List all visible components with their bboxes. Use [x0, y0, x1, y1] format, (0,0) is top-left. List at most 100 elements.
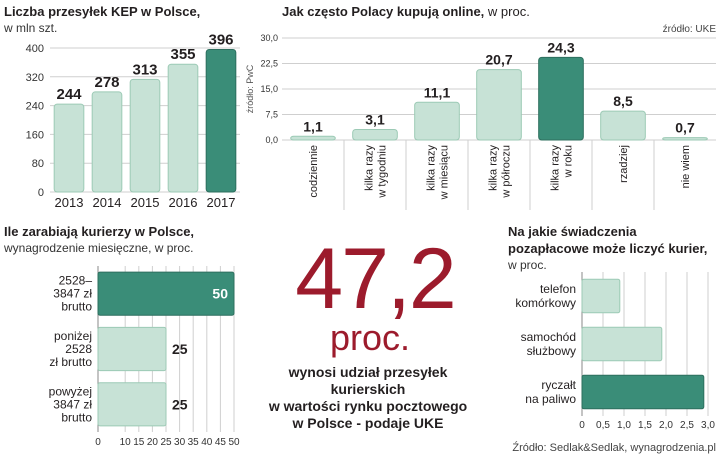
online-value-label: 0,7 — [675, 120, 695, 136]
earnings-title: Ile zarabiają kurierzy w Polsce, — [4, 224, 195, 239]
kep-category-label: 2017 — [207, 195, 236, 210]
highlight-description: wynosi udział przesyłek kurierskich w wa… — [248, 364, 488, 432]
kep-value-label: 396 — [208, 31, 233, 48]
online-title: Jak często Polacy kupują online, — [282, 4, 485, 19]
kep-category-label: 2016 — [169, 195, 198, 210]
kep-subtitle: w mln szt. — [4, 21, 58, 35]
earnings-category-label: 2528– — [59, 274, 93, 288]
online-value-label: 11,1 — [424, 84, 451, 100]
benefits-title-2: pozapłacowe może liczyć kurier, — [508, 241, 708, 256]
online-category-label: kilka razy — [488, 145, 500, 191]
benefits-xtick-label: 0,5 — [596, 420, 610, 431]
online-ytick-label: 22,5 — [260, 59, 278, 69]
benefits-xtick-label: 1,5 — [638, 420, 652, 431]
benefits-subtitle: w proc. — [508, 258, 547, 272]
online-bar — [600, 110, 646, 141]
benefits-bar — [581, 374, 705, 410]
earnings-xtick-label: 0 — [95, 437, 101, 448]
online-category-label: w półroczu — [501, 145, 513, 199]
benefits-category-label: służbowy — [527, 344, 576, 358]
earnings-bar — [97, 382, 167, 427]
online-panel: Jak często Polacy kupują online, w proc.… — [246, 0, 720, 215]
kep-value-label: 278 — [94, 74, 119, 91]
benefits-xtick-label: 3,0 — [701, 420, 715, 431]
online-bar — [290, 135, 336, 141]
earnings-panel: Ile zarabiają kurierzy w Polsce, wynagro… — [4, 220, 244, 455]
benefits-category-label: komórkowy — [515, 296, 576, 310]
online-category-label: rzadziej — [618, 145, 630, 183]
earnings-value-label: 25 — [172, 341, 188, 357]
earnings-xtick-label: 10 — [120, 437, 132, 448]
earnings-category-label: 2528 — [65, 342, 92, 356]
kep-panel: Liczba przesyłek KEP w Polsce, w mln szt… — [4, 2, 244, 214]
kep-ytick-label: 320 — [26, 72, 44, 84]
benefits-bar — [581, 326, 663, 362]
benefits-panel: Na jakie świadczenia pozapłacowe może li… — [500, 220, 720, 442]
online-source: źródło: UKE — [662, 24, 716, 35]
online-bar — [414, 101, 460, 141]
kep-bar — [91, 91, 123, 193]
kep-title: Liczba przesyłek KEP w Polsce, — [4, 4, 201, 19]
online-category-label: w miesiącu — [439, 145, 451, 200]
kep-ytick-label: 160 — [26, 129, 44, 141]
benefits-xtick-label: 2,5 — [680, 420, 694, 431]
kep-ytick-label: 80 — [32, 158, 44, 170]
earnings-xtick-label: 20 — [147, 437, 159, 448]
footer-source: Źródło: Sedlak&Sedlak, wynagrodzenia.pl — [512, 442, 716, 454]
kep-bar — [53, 103, 85, 193]
online-value-label: 20,7 — [485, 52, 512, 68]
online-title-line: Jak często Polacy kupują online, w proc. — [282, 4, 530, 19]
kep-value-label: 355 — [170, 46, 195, 63]
online-value-label: 3,1 — [365, 111, 385, 127]
online-value-label: 1,1 — [303, 118, 323, 134]
kep-bar — [129, 78, 161, 193]
kep-ytick-label: 400 — [26, 43, 44, 55]
earnings-subtitle: wynagrodzenie miesięczne, w proc. — [4, 241, 194, 255]
benefits-title-1: Na jakie świadczenia — [508, 224, 637, 239]
kep-bar — [205, 48, 237, 193]
online-ytick-label: 0,0 — [265, 135, 278, 145]
kep-value-label: 244 — [56, 86, 82, 103]
online-category-label: w roku — [563, 145, 575, 178]
earnings-xtick-label: 30 — [174, 437, 186, 448]
earnings-category-label: brutto — [61, 410, 92, 424]
online-chart: 0,0 7,5 15,0 22,5 30,0 źródło: PwC 1,1 codzienn… — [246, 33, 716, 210]
online-ytick-label: 7,5 — [265, 110, 278, 120]
earnings-xtick-label: 45 — [215, 437, 227, 448]
earnings-category-label: zł brutto — [49, 355, 92, 369]
earnings-category-label: 3847 zł — [53, 287, 92, 301]
online-category-label: nie wiem — [680, 145, 692, 188]
highlight-line-2: kurierskich — [330, 381, 406, 397]
online-category-label: w tygodniu — [377, 145, 389, 199]
online-pwc-source: źródło: PwC — [246, 64, 255, 113]
earnings-category-label: poniżej — [54, 329, 92, 343]
earnings-category-label: brutto — [61, 300, 92, 314]
benefits-bar — [581, 278, 621, 314]
online-category-label: kilka razy — [426, 145, 438, 191]
online-value-label: 8,5 — [613, 93, 633, 109]
online-category-label: kilka razy — [364, 145, 376, 191]
online-category-label: kilka razy — [550, 145, 562, 191]
online-category-label: codziennie — [308, 145, 320, 198]
kep-category-label: 2014 — [93, 195, 122, 210]
online-bar — [352, 128, 398, 141]
kep-ytick-label: 0 — [38, 187, 44, 199]
kep-category-label: 2013 — [55, 195, 84, 210]
benefits-xtick-label: 0 — [579, 420, 585, 431]
kep-chart: 0 80 160 240 320 400 244 2013 278 2014 313 2015 355 2… — [26, 31, 240, 210]
highlight-line-4: w Polsce - podaje UKE — [292, 415, 444, 431]
benefits-category-label: samochód — [521, 330, 576, 344]
kep-bar — [167, 63, 199, 193]
online-title-suffix: w proc. — [484, 4, 530, 19]
earnings-bar — [97, 326, 167, 372]
online-ytick-label: 15,0 — [260, 84, 278, 94]
earnings-xtick-label: 50 — [228, 437, 240, 448]
earnings-value-label: 25 — [172, 396, 188, 412]
earnings-xtick-label: 40 — [201, 437, 213, 448]
online-ytick-label: 30,0 — [260, 33, 278, 43]
benefits-category-label: na paliwo — [525, 392, 576, 406]
online-bar — [662, 137, 708, 141]
online-bar — [476, 69, 522, 141]
